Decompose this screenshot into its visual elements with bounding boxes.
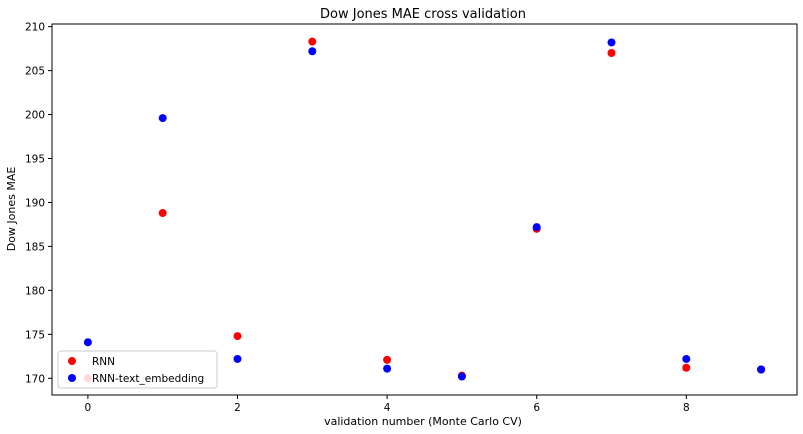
data-point — [308, 37, 317, 46]
data-point — [682, 354, 691, 363]
data-point — [233, 332, 242, 341]
legend-box — [57, 350, 218, 389]
y-axis-ticks: 170 175 180 185 190 195 200 205 210 — [25, 22, 52, 385]
data-point — [383, 364, 392, 373]
data-point — [383, 355, 392, 364]
y-tick-label: 180 — [25, 285, 45, 297]
legend-marker-rnn-text-embedding — [68, 374, 76, 382]
data-point — [158, 114, 167, 123]
plot-area — [51, 23, 798, 396]
data-point — [607, 38, 616, 47]
x-tick-label: 0 — [85, 402, 92, 414]
y-tick-label: 200 — [25, 110, 45, 122]
y-tick-label: 190 — [25, 197, 45, 209]
x-tick-label: 2 — [234, 402, 241, 414]
legend-marker-rnn — [68, 357, 76, 365]
x-axis-ticks: 0 2 4 6 8 — [85, 395, 690, 414]
data-point — [83, 338, 92, 347]
y-tick-label: 170 — [25, 373, 45, 385]
data-point — [233, 354, 242, 363]
legend: RNN RNN-text_embedding — [57, 350, 218, 389]
y-tick-label: 175 — [25, 329, 45, 341]
x-tick-label: 8 — [683, 402, 690, 414]
y-tick-label: 185 — [25, 241, 45, 253]
data-point — [158, 209, 167, 218]
y-tick-label: 205 — [25, 66, 45, 78]
data-points — [83, 37, 766, 383]
series-rnn-text-embedding — [83, 38, 766, 381]
data-point — [308, 47, 317, 56]
chart-title: Dow Jones MAE cross validation — [320, 7, 526, 22]
y-tick-label: 210 — [25, 22, 45, 34]
x-tick-label: 6 — [533, 402, 540, 414]
y-tick-label: 195 — [25, 154, 45, 166]
data-point — [457, 372, 466, 381]
x-tick-label: 4 — [384, 402, 391, 414]
data-point — [607, 49, 616, 58]
y-axis-label: Dow Jones MAE — [5, 167, 18, 252]
data-point — [532, 223, 541, 232]
plot-frame — [51, 23, 798, 396]
x-axis-label: validation number (Monte Carlo CV) — [324, 415, 522, 428]
legend-label-rnn-text-embedding: RNN-text_embedding — [92, 373, 204, 385]
data-point — [757, 365, 766, 374]
legend-label-rnn: RNN — [92, 356, 115, 368]
data-point — [682, 363, 691, 372]
